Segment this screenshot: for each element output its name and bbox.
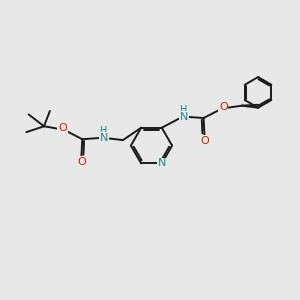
Text: N: N (180, 112, 188, 122)
Text: O: O (200, 136, 209, 146)
Text: O: O (77, 157, 86, 167)
Text: H: H (180, 105, 188, 115)
Text: O: O (219, 102, 228, 112)
Text: O: O (58, 123, 67, 133)
Text: N: N (158, 158, 166, 168)
Text: N: N (100, 133, 108, 143)
Text: H: H (100, 126, 107, 136)
